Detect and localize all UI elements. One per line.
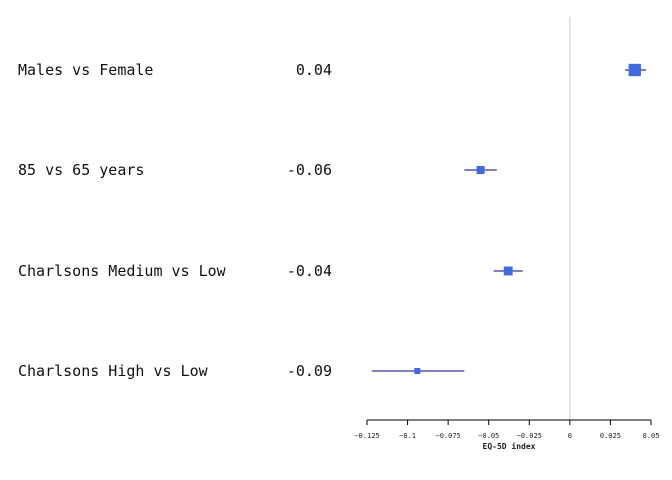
forest-row: Charlsons High vs Low -0.09 xyxy=(18,362,465,380)
row-label: Charlsons High vs Low xyxy=(18,362,209,380)
x-axis: −0.125 −0.1 −0.075 −0.05 −0.025 0 0.025 0.05 xyxy=(354,419,660,440)
forest-row: Charlsons Medium vs Low -0.04 xyxy=(18,262,523,280)
forest-row: 85 vs 65 years -0.06 xyxy=(18,161,497,179)
row-label: Males vs Female xyxy=(18,61,153,79)
row-estimate: -0.06 xyxy=(287,161,332,179)
x-axis-label: EQ-5D index xyxy=(483,441,536,451)
row-label: 85 vs 65 years xyxy=(18,161,144,179)
x-tick-label: −0.1 xyxy=(399,432,416,440)
point-estimate-marker xyxy=(414,368,421,374)
x-tick-label: −0.05 xyxy=(478,432,499,440)
x-tick-label: 0.025 xyxy=(600,432,621,440)
x-tick-label: 0 xyxy=(568,432,572,440)
row-estimate: 0.04 xyxy=(296,61,332,79)
row-estimate: -0.09 xyxy=(287,362,332,380)
forest-rows: Males vs Female 0.04 85 vs 65 years -0.06 Ch… xyxy=(18,61,647,380)
forest-row: Males vs Female 0.04 xyxy=(18,61,647,79)
point-estimate-marker xyxy=(476,165,485,175)
x-tick-label: −0.125 xyxy=(354,432,379,440)
point-estimate-marker xyxy=(628,63,641,77)
x-tick-label: −0.025 xyxy=(517,432,542,440)
x-tick-label: 0.05 xyxy=(643,432,660,440)
row-estimate: -0.04 xyxy=(287,262,332,280)
row-label: Charlsons Medium vs Low xyxy=(18,262,227,280)
x-tick-label: −0.075 xyxy=(435,432,460,440)
point-estimate-marker xyxy=(503,266,513,276)
